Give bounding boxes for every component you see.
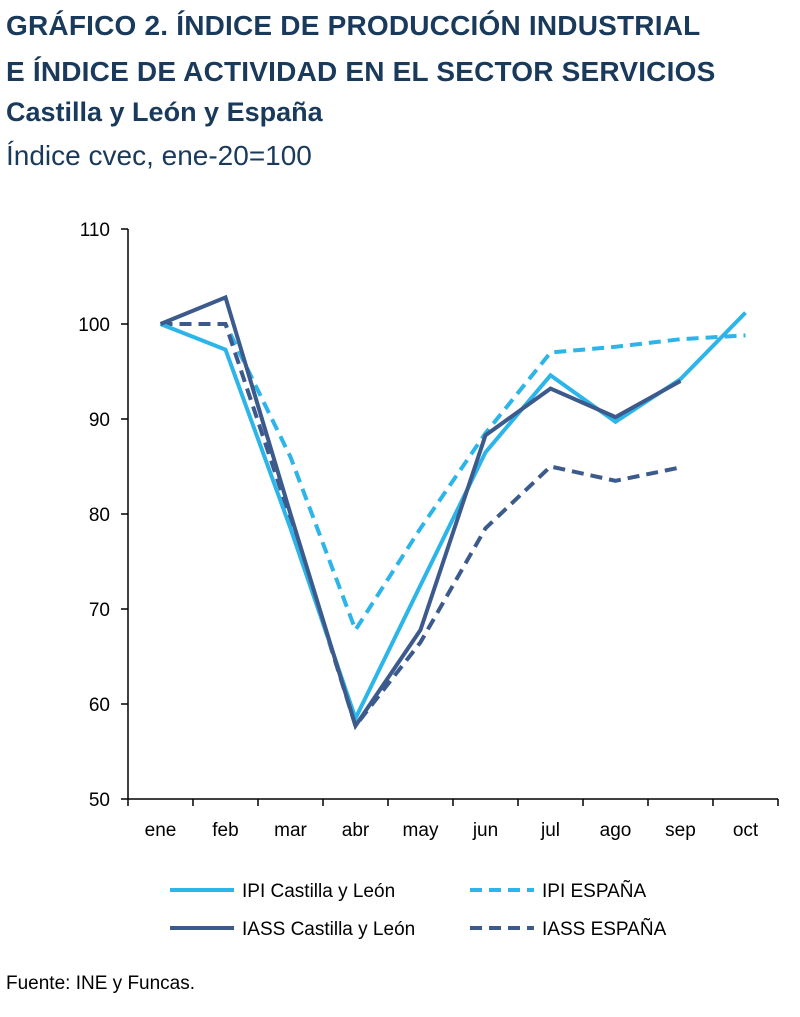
y-tick-label: 70	[89, 600, 110, 621]
y-tick-label: 90	[89, 410, 110, 431]
x-tick-label: mar	[274, 820, 307, 841]
legend-label-iass-espa-a: IASS ESPAÑA	[542, 918, 667, 940]
x-tick-label: jun	[472, 820, 498, 841]
line-chart: 50 60 70 80 90 100 110 ene feb mar abr may jun jul ago…	[78, 220, 779, 940]
source-note: Fuente: INE y Funcas.	[6, 973, 196, 994]
chart-title-line-2: E ÍNDICE DE ACTIVIDAD EN EL SECTOR SERVI…	[6, 56, 716, 87]
chart-series	[159, 294, 747, 731]
y-tick-label: 50	[89, 790, 110, 811]
legend-label-iass-castilla-y-le-n: IASS Castilla y León	[242, 919, 415, 940]
y-tick-label: 100	[78, 315, 110, 336]
legend-label-ipi-espa-a: IPI ESPAÑA	[542, 880, 647, 902]
x-tick-label: jul	[540, 820, 560, 841]
x-tick-label: oct	[733, 820, 759, 841]
series-line-iass-espa-a	[160, 322, 681, 731]
chart-legend: IPI Castilla y León IPI ESPAÑA IASS Castil…	[170, 880, 667, 940]
x-tick-label: ene	[145, 820, 177, 841]
series-line-iass-castilla-y-le-n	[159, 294, 682, 731]
y-tick-label: 60	[89, 695, 110, 716]
x-tick-label: abr	[342, 820, 370, 841]
series-line-ipi-espa-a	[160, 322, 746, 635]
y-tick-label: 110	[80, 220, 110, 241]
x-tick-label: sep	[665, 820, 696, 841]
legend-label-ipi-castilla-y-le-n: IPI Castilla y León	[242, 881, 395, 902]
x-tick-label: feb	[212, 820, 238, 841]
chart-title-line-1: GRÁFICO 2. ÍNDICE DE PRODUCCIÓN INDUSTRI…	[6, 10, 701, 41]
chart-units: Índice cvec, ene-20=100	[6, 140, 312, 171]
y-tick-label: 80	[89, 505, 110, 526]
x-tick-label: ago	[600, 820, 632, 841]
chart-axes: 50 60 70 80 90 100 110 ene feb mar abr may jun jul ago…	[78, 220, 779, 841]
chart-subtitle: Castilla y León y España	[6, 97, 323, 127]
x-tick-label: may	[403, 820, 439, 841]
